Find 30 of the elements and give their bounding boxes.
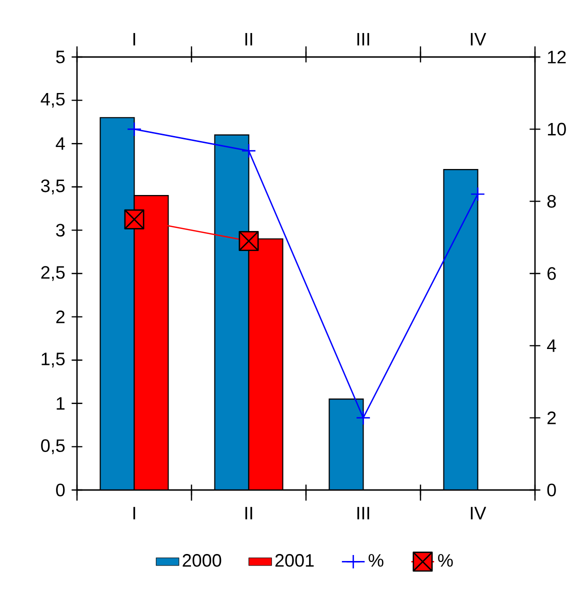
category-label: IV — [470, 506, 486, 520]
y-tick-label: 2,5 — [41, 266, 65, 281]
x-tick-label: IV — [470, 33, 486, 46]
y-tick-label: 5 — [56, 50, 65, 64]
y-tick-label: 1,5 — [42, 352, 65, 368]
y-tick-label: 4 — [56, 137, 65, 150]
legend-label: % — [368, 554, 384, 567]
x-tick-label: III — [357, 33, 370, 46]
x-tick-label: II — [245, 33, 252, 46]
legend-label: 2000 — [182, 554, 222, 567]
y-tick-label: 0,5 — [41, 439, 65, 454]
legend-label: % — [438, 554, 453, 567]
y-tick-label: 4,5 — [40, 92, 65, 108]
y2-tick-label: 6 — [548, 267, 556, 280]
legend-label: 2001 — [275, 554, 314, 567]
y2-tick-label: 12 — [548, 50, 566, 64]
y2-tick-label: 10 — [548, 122, 566, 136]
category-label: I — [133, 506, 136, 520]
y2-tick-label: 2 — [547, 412, 556, 424]
y2-tick-label: 4 — [547, 339, 556, 352]
y-tick-label: 2 — [56, 310, 65, 324]
y-tick-label: 0 — [56, 484, 65, 496]
y2-tick-label: 0 — [547, 484, 556, 496]
category-label: II — [245, 506, 252, 520]
y-tick-label: 3 — [56, 224, 65, 237]
x-tick-label: I — [133, 33, 136, 46]
y-tick-label: 1 — [56, 397, 65, 410]
y-tick-label: 3,5 — [41, 179, 65, 194]
y2-tick-label: 8 — [547, 194, 556, 208]
category-label: III — [357, 506, 370, 520]
